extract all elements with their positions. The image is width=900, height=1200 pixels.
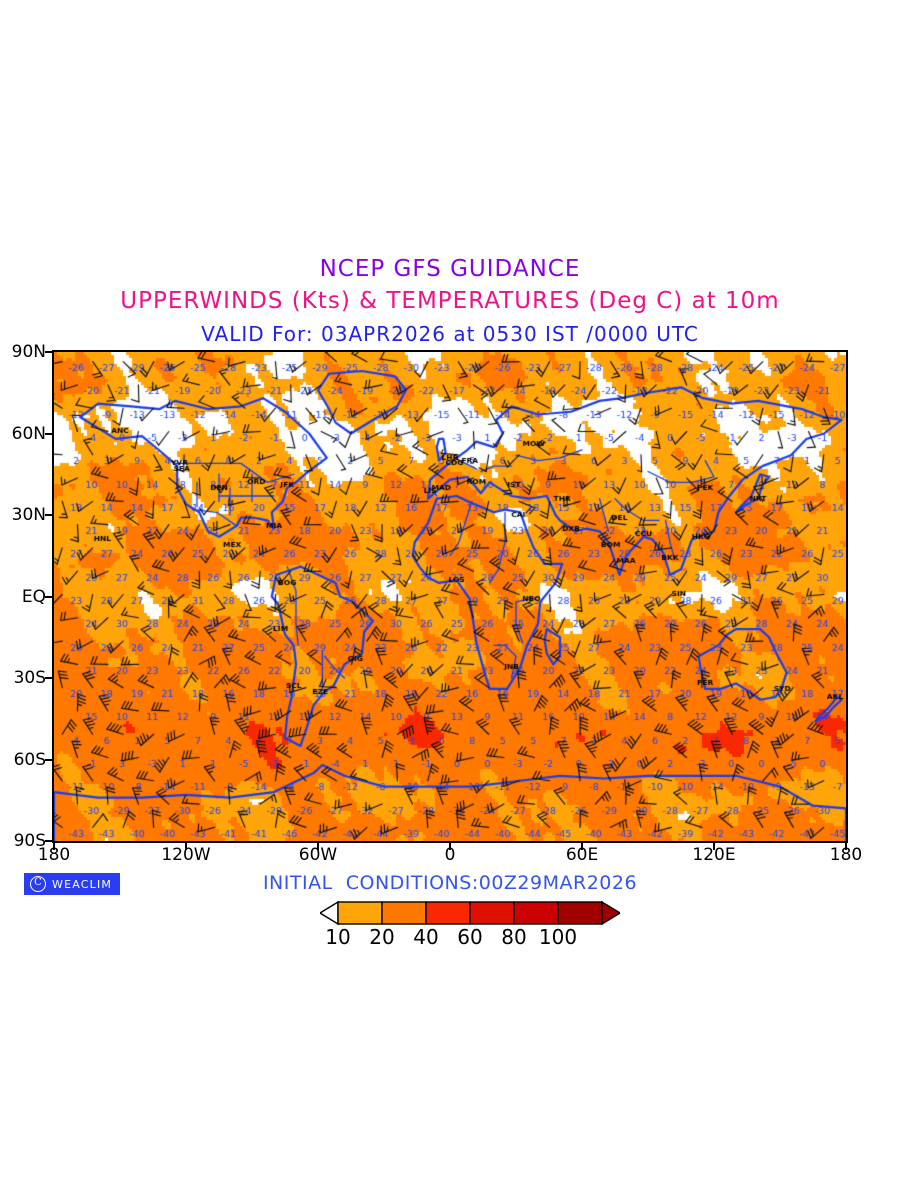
latitude-tick-label: 90N	[11, 342, 46, 362]
colorbar-segment	[425, 901, 471, 925]
latitude-tick-label: EQ	[21, 586, 46, 607]
longitude-tick-mark	[713, 843, 715, 850]
copyright-icon: C	[30, 876, 46, 892]
colorbar-tick-label: 10	[325, 925, 351, 949]
map-plot-area[interactable]	[52, 350, 848, 843]
colorbar-tick-label: 40	[413, 925, 439, 949]
colorbar-under-cap	[320, 900, 339, 926]
latitude-tick-mark	[45, 595, 52, 598]
longitude-tick-label: 180	[37, 845, 71, 865]
colorbar-segment	[469, 901, 515, 925]
colorbar-tick-labels: 10 20 40 60 80 100	[320, 927, 620, 953]
longitude-tick-label: 120E	[692, 845, 736, 865]
latitude-tick-label: 60S	[13, 749, 46, 770]
valid-time-label: VALID For: 03APR2026 at 0530 IST /0000 U…	[201, 322, 699, 346]
latitude-tick-mark	[45, 758, 52, 761]
latitude-tick-label: 30S	[13, 668, 46, 688]
latitude-tick-mark	[45, 840, 52, 842]
longitude-tick-mark	[845, 843, 847, 850]
latitude-tick-mark	[45, 677, 52, 679]
colorbar-segment	[337, 901, 383, 925]
colorbar-segment	[557, 901, 603, 925]
latitude-tick-mark	[45, 514, 52, 516]
page-title: NCEP GFS GUIDANCE	[319, 256, 581, 282]
latitude-tick-mark	[45, 351, 52, 353]
chart-subtitle: UPPERWINDS (Kts) & TEMPERATURES (Deg C) …	[120, 288, 780, 314]
initial-conditions-label: INITIAL CONDITIONS:00Z29MAR2026	[262, 872, 638, 894]
longitude-tick-mark	[581, 843, 583, 850]
longitude-tick-mark	[317, 843, 319, 850]
colorbar-tick-label: 60	[457, 925, 483, 949]
colorbar-segment	[513, 901, 559, 925]
longitude-tick-mark	[185, 843, 187, 850]
colorbar-tick-label: 20	[369, 925, 395, 949]
colorbar-segment	[381, 901, 427, 925]
colorbar-tick-label: 80	[501, 925, 527, 949]
longitude-tick-mark	[53, 843, 55, 850]
longitude-tick-label: 60E	[565, 845, 599, 865]
latitude-tick-label: 90S	[13, 831, 46, 851]
colorbar-tick-label: 100	[538, 925, 578, 949]
longitude-tick-label: 0	[444, 845, 456, 865]
longitude-tick-label: 120W	[161, 845, 211, 865]
longitude-tick-label: 180	[829, 845, 863, 865]
longitude-tick-label: 60W	[298, 845, 338, 865]
latitude-tick-label: 30N	[11, 505, 46, 525]
colorbar-over-cap	[601, 900, 620, 926]
world-wind-temperature-map[interactable]	[54, 352, 846, 841]
weaclim-label: WEACLIM	[52, 877, 113, 891]
latitude-tick-label: 60N	[11, 423, 46, 444]
weaclim-logo-badge[interactable]: C WEACLIM	[24, 873, 120, 895]
latitude-tick-mark	[45, 432, 52, 435]
colorbar-swatches	[320, 900, 620, 926]
wind-speed-colorbar[interactable]: 10 20 40 60 80 100	[320, 900, 620, 960]
longitude-tick-mark	[449, 843, 451, 850]
